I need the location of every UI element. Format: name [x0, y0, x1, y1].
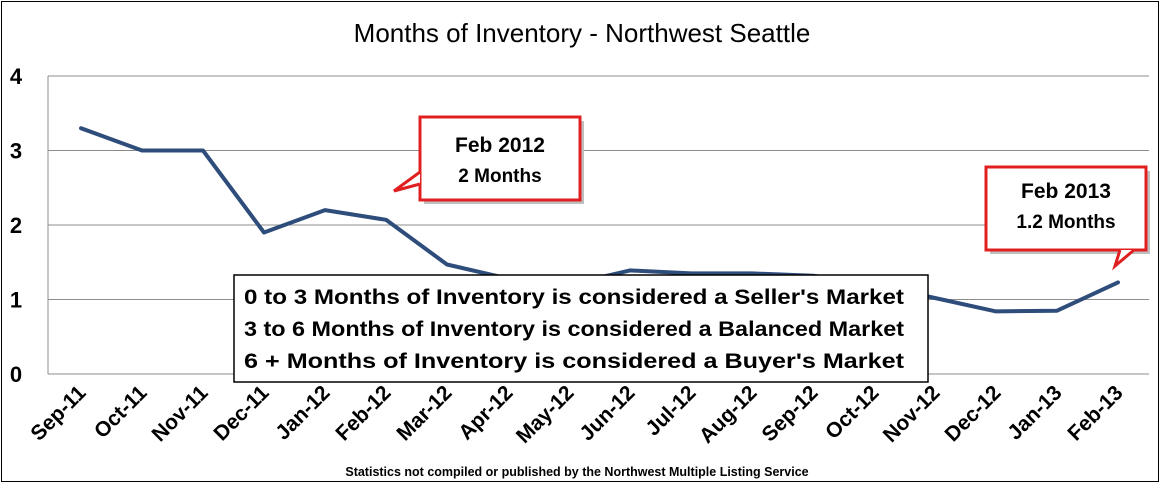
x-tick-label: Jun-12: [575, 381, 639, 445]
chart-title: Months of Inventory - Northwest Seattle: [354, 18, 811, 48]
market-legend-box: 0 to 3 Months of Inventory is considered…: [233, 274, 929, 383]
x-tick-label: Jan-12: [271, 381, 334, 444]
callout-box: [984, 165, 1148, 252]
callout-title: Feb 2012: [455, 134, 545, 157]
callout-title: Feb 2013: [1021, 180, 1111, 203]
x-tick-label: Dec-11: [209, 381, 273, 445]
x-tick-label: Mar-12: [392, 381, 456, 445]
callout-Feb-13: Feb 2013 1.2 Months: [984, 165, 1150, 271]
callout-value: 2 Months: [458, 166, 541, 187]
x-tick-label: Dec-12: [941, 381, 1006, 446]
x-tick-label: Oct-12: [821, 381, 883, 443]
y-tick-label: 2: [10, 213, 22, 238]
y-tick-label: 3: [10, 139, 22, 164]
x-tick-label: Aug-12: [695, 381, 762, 448]
y-axis-ticks: 0 1 2 3 4: [10, 64, 23, 387]
x-tick-label: Feb-12: [331, 381, 395, 445]
x-tick-label: Apr-12: [454, 381, 517, 444]
x-tick-label: Oct-11: [90, 381, 152, 443]
x-tick-label: May-12: [512, 381, 579, 448]
callouts: Feb 2012 2 Months Feb 2013 1.2 Months: [393, 115, 1150, 271]
legend-box: [233, 274, 929, 383]
callout-Feb-12: Feb 2012 2 Months: [393, 115, 584, 204]
gridlines: [47, 75, 1149, 375]
x-tick-label: Sep-11: [26, 381, 90, 445]
y-tick-label: 0: [10, 362, 22, 387]
x-tick-label: Jul-12: [641, 381, 700, 440]
x-tick-label: Nov-12: [879, 381, 945, 447]
x-tick-label: Sep-12: [758, 381, 823, 446]
x-tick-label: Feb-13: [1063, 381, 1127, 445]
callout-tail: [393, 170, 421, 193]
source-note: Statistics not compiled or published by …: [345, 465, 808, 479]
y-tick-label: 4: [10, 64, 23, 89]
x-axis-ticks: Sep-11 Oct-11Nov-11Dec-11Jan-12Feb-12Mar-…: [26, 381, 1127, 448]
callout-box: [418, 115, 582, 202]
y-tick-label: 1: [10, 288, 22, 313]
x-tick-label: Nov-11: [148, 381, 213, 446]
legend-line: 3 to 6 Months of Inventory is considered…: [244, 318, 904, 341]
legend-line: 0 to 3 Months of Inventory is considered…: [244, 286, 904, 309]
legend-line: 6 + Months of Inventory is considered a …: [244, 350, 904, 373]
callout-value: 1.2 Months: [1016, 212, 1115, 233]
x-tick-label: Jan-13: [1003, 381, 1066, 444]
callout-tail: [1112, 248, 1135, 271]
